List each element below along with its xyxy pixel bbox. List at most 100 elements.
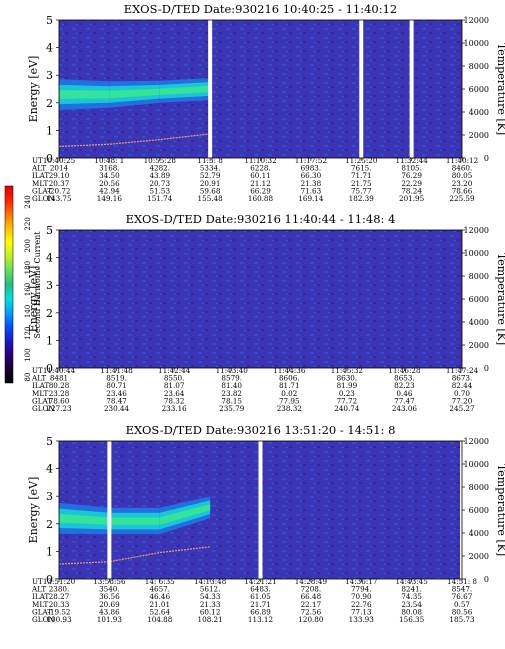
y-tick-label: 4: [46, 42, 53, 55]
panel-title: EXOS-D/TED Date:930216 11:40:44 - 11:48:…: [126, 212, 396, 226]
y-tick-label: 0: [46, 362, 53, 375]
orbit-cell: 11:25:20: [345, 156, 378, 165]
orbit-cell: 156.35: [399, 615, 425, 624]
orbit-cell: 61.05: [250, 592, 271, 601]
y-tick-label: 5: [46, 224, 53, 237]
colorbar-tick-label: 100: [24, 348, 32, 361]
orbit-cell: 11:3: 8: [197, 156, 223, 165]
orbit-cell: 52.79: [200, 171, 221, 180]
orbit-cell: 81.71: [279, 381, 300, 390]
orbit-cell: 72.56: [301, 607, 322, 616]
y2-tick-label: 4000: [469, 318, 489, 327]
orbit-cell: 155.48: [198, 194, 224, 203]
orbit-cell: 78.24: [401, 186, 422, 195]
y-tick-label: 3: [46, 490, 53, 503]
orbit-cell: 143.75: [46, 194, 72, 203]
orbit-cell: 101.93: [97, 615, 123, 624]
orbit-cell: 52.64: [149, 607, 170, 616]
y2-tick-label: 10000: [464, 39, 489, 48]
y2-tick-label: 12000: [464, 437, 489, 446]
orbit-cell: 11:17:52: [295, 156, 327, 165]
colorbar-label: Second Harmonic Current: [33, 231, 42, 339]
orbit-cell: 182.39: [349, 194, 375, 203]
orbit-cell: 2380.: [49, 585, 70, 594]
orbit-cell: 20.69: [99, 600, 120, 609]
orbit-cell: 78.47: [106, 396, 127, 405]
orbit-cell: 77.47: [394, 396, 415, 405]
orbit-cell: 21.38: [301, 179, 322, 188]
orbit-cell: 13:58:56: [93, 577, 126, 586]
orbit-row-label: ILAT: [32, 171, 49, 180]
temperature-line: [58, 546, 211, 565]
orbit-cell: 74.35: [401, 592, 422, 601]
orbit-cell: 185.73: [449, 615, 475, 624]
band-peak: [109, 517, 160, 525]
orbit-cell: 80.71: [106, 381, 127, 390]
orbit-cell: 151.74: [147, 194, 173, 203]
y2-tick-label: 10000: [464, 249, 489, 258]
y2-tick-label: 0: [484, 575, 489, 584]
orbit-row-label: GLON: [32, 404, 55, 413]
orbit-cell: 80.08: [401, 607, 422, 616]
orbit-cell: 11:32:44: [395, 156, 428, 165]
orbit-cell: 20.73: [149, 179, 170, 188]
orbit-cell: 82.23: [394, 381, 415, 390]
orbit-cell: 21.33: [200, 600, 221, 609]
colorbar-tick-label: 80: [24, 373, 32, 382]
orbit-cell: 8460.: [452, 164, 473, 173]
data-gap: [258, 441, 263, 579]
orbit-cell: 4657.: [149, 585, 170, 594]
y2-tick-label: 0: [484, 364, 489, 373]
orbit-cell: 77.20: [452, 396, 473, 405]
orbit-cell: 235.79: [219, 404, 245, 413]
orbit-cell: 21.01: [149, 600, 170, 609]
orbit-cell: 46.46: [149, 592, 170, 601]
orbit-cell: 23.28: [49, 389, 70, 398]
colorbar-gradient: [4, 185, 14, 384]
orbit-table: UTALTILATMLTGLATGLON13:51:202380.28.2720…: [31, 577, 477, 624]
orbit-row-label: MLT: [32, 389, 49, 398]
orbit-cell: 0.02: [281, 389, 297, 398]
orbit-cell: 8105.: [401, 164, 422, 173]
colorbar: 240 220 200 180 160 140 120 100 80 Second Harmon…: [4, 185, 42, 384]
orbit-cell: 2014: [50, 164, 69, 173]
orbit-cell: 23.20: [452, 179, 473, 188]
y-tick-label: 0: [46, 152, 53, 165]
orbit-cell: 71.63: [301, 186, 322, 195]
band-peak: [59, 513, 110, 525]
orbit-cell: -20.72: [47, 186, 70, 195]
panel-title: EXOS-D/TED Date:930216 13:51:20 - 14:51:…: [126, 423, 396, 437]
orbit-cell: 233.16: [162, 404, 188, 413]
orbit-cell: 11:40:44: [43, 366, 76, 375]
orbit-cell: 14:43:45: [395, 577, 428, 586]
orbit-cell: 78.32: [164, 396, 185, 405]
y-tick-label: 5: [46, 14, 53, 27]
colorbar-tick-label: 200: [24, 239, 32, 252]
temperature-line: [58, 133, 211, 148]
y2-axis-label: Temperature [K]: [495, 43, 505, 135]
orbit-cell: 5612.: [200, 585, 221, 594]
orbit-cell: 5334.: [200, 164, 221, 173]
orbit-cell: 6483.: [250, 585, 271, 594]
orbit-cell: 14:21:21: [244, 577, 276, 586]
orbit-cell: 8630.: [337, 374, 358, 383]
orbit-cell: 201.95: [399, 194, 425, 203]
y2-tick-label: 8000: [469, 483, 489, 492]
orbit-cell: 11:46:28: [388, 366, 421, 375]
colorbar-tick-label: 180: [24, 261, 32, 274]
y-axis-label: Energy [eV]: [27, 477, 40, 544]
y2-tick-label: 6000: [469, 506, 489, 515]
orbit-cell: 14: 6:35: [145, 577, 175, 586]
orbit-cell: 243.06: [392, 404, 418, 413]
orbit-cell: 100.93: [46, 615, 72, 624]
spectrogram-panel-1: EXOS-D/TED Date:930216 10:40:25 - 11:40:…: [27, 2, 505, 203]
orbit-cell: 20.37: [49, 179, 70, 188]
orbit-cell: 29.10: [49, 171, 70, 180]
orbit-cell: 3168.: [99, 164, 120, 173]
orbit-cell: 34.50: [99, 171, 120, 180]
orbit-cell: 104.88: [147, 615, 173, 624]
y2-tick-label: 10000: [464, 460, 489, 469]
spectrogram-field: [59, 230, 462, 368]
orbit-row-label: UT: [32, 156, 43, 165]
